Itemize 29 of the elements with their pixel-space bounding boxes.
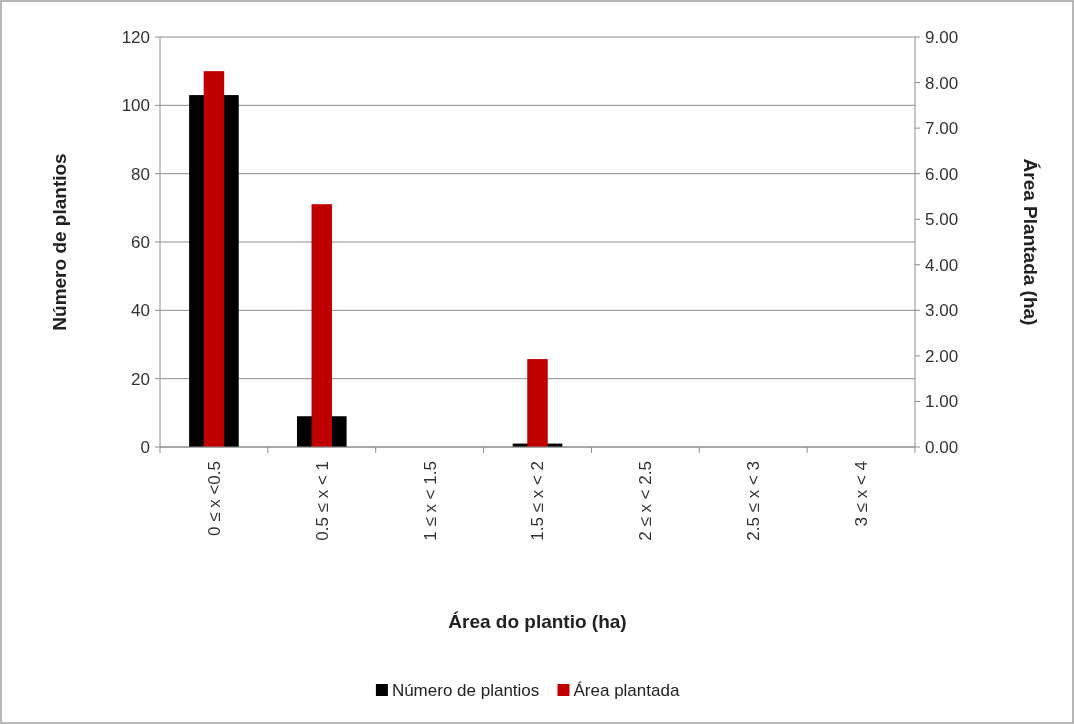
- y-tick-label: 120: [121, 27, 150, 47]
- x-tick-label: 2 ≤ x < 2.5: [636, 461, 656, 541]
- y2-tick-label: 5.00: [925, 210, 959, 230]
- y2-tick-label: 8.00: [925, 73, 959, 93]
- y-axis-title: Número de plantios: [49, 153, 70, 331]
- y-tick-label: 20: [131, 369, 150, 389]
- y2-tick-label: 4.00: [925, 255, 959, 275]
- x-tick-label: 1 ≤ x < 1.5: [420, 461, 440, 541]
- legend-label: Número de plantios: [391, 680, 540, 700]
- x-tick-label: 0.5 ≤ x < 1: [312, 461, 332, 541]
- x-tick-label: 3 ≤ x < 4: [852, 461, 872, 527]
- y2-tick-label: 1.00: [925, 392, 959, 412]
- y2-tick-label: 0.00: [925, 437, 959, 457]
- y-tick-label: 100: [121, 96, 150, 116]
- x-tick-label: 2.5 ≤ x < 3: [744, 461, 764, 541]
- y2-axis-title: Área Plantada (ha): [1020, 158, 1041, 326]
- y-tick-label: 40: [131, 301, 150, 321]
- y2-tick-label: 7.00: [925, 119, 959, 139]
- y2-tick-label: 2.00: [925, 346, 959, 366]
- x-tick-label: 1.5 ≤ x < 2: [528, 461, 548, 541]
- y-tick-label: 80: [131, 164, 150, 184]
- y2-tick-label: 3.00: [925, 301, 959, 321]
- legend-label: Área plantada: [573, 680, 680, 700]
- y2-tick-label: 6.00: [925, 164, 959, 184]
- y-tick-label: 60: [131, 232, 150, 252]
- x-axis-title: Área do plantio (ha): [448, 611, 627, 632]
- x-tick-label: 0 ≤ x <0.5: [204, 461, 224, 537]
- y2-tick-label: 9.00: [925, 27, 959, 47]
- y-tick-label: 0: [140, 437, 150, 457]
